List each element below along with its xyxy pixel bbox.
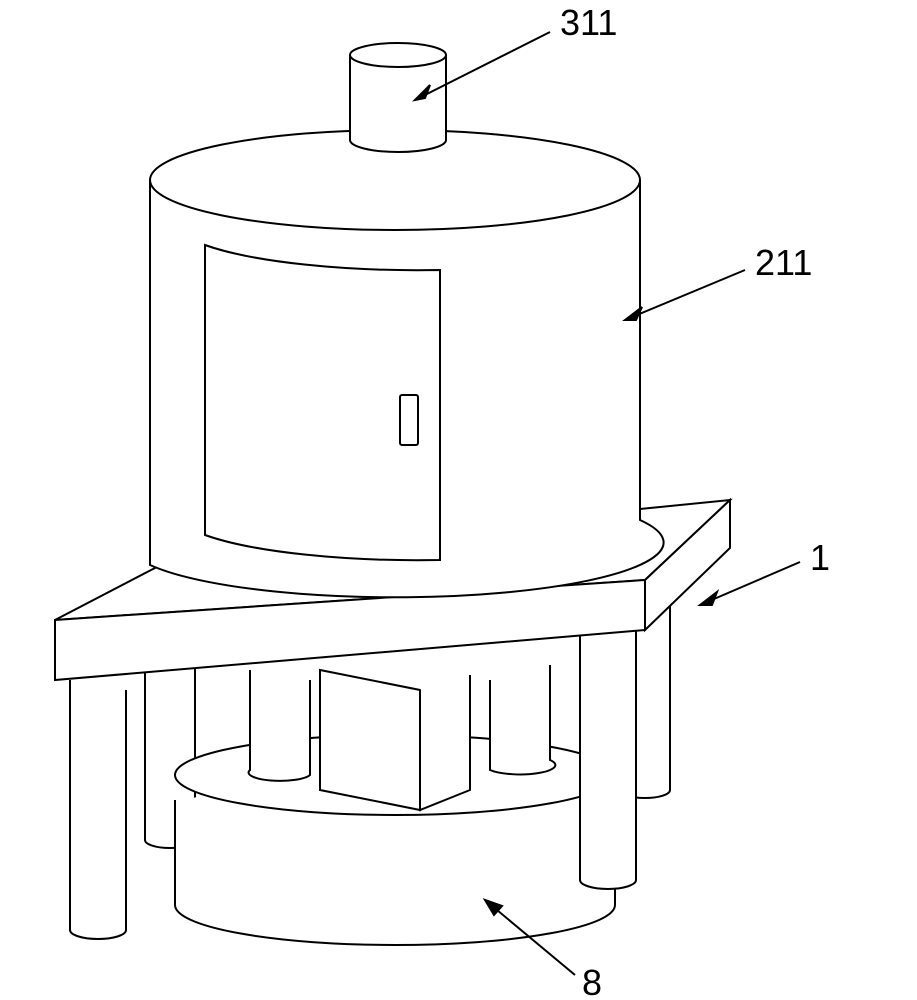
engineering-diagram: 311 211 1 8 bbox=[0, 0, 917, 1000]
center-block bbox=[320, 670, 470, 810]
label-211: 211 bbox=[755, 242, 812, 283]
label-8: 8 bbox=[582, 962, 602, 1000]
door-panel bbox=[205, 245, 440, 560]
label-311: 311 bbox=[560, 2, 617, 43]
label-1: 1 bbox=[810, 537, 830, 578]
top-cylinder bbox=[350, 43, 446, 152]
